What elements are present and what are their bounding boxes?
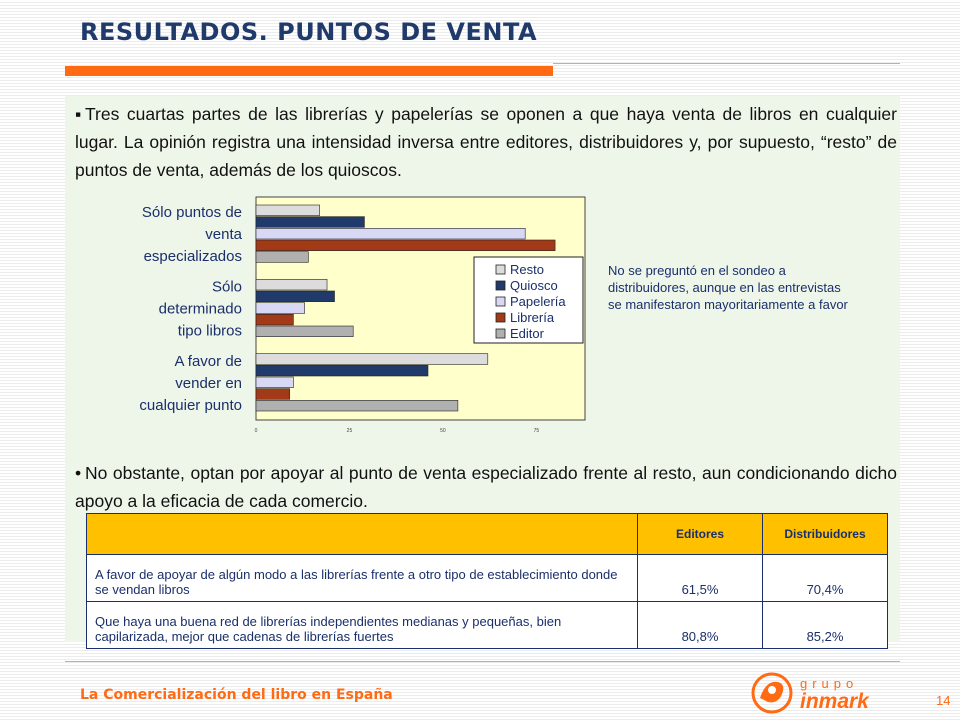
inmark-logo: grupo inmark — [751, 672, 870, 714]
logo-top-text: grupo — [800, 676, 858, 691]
page-number: 14 — [936, 693, 951, 708]
bar-editor — [255, 251, 309, 263]
bar-papelería — [255, 228, 526, 240]
bar-papelería — [255, 376, 294, 388]
bar-quiosco — [255, 365, 429, 377]
table-header-row: Editores Distribuidores — [86, 513, 888, 555]
bar-resto — [255, 279, 328, 291]
intro-text: Tres cuartas partes de las librerías y p… — [75, 104, 897, 180]
logo-icon — [751, 672, 793, 714]
chart-note: No se preguntó en el sondeo a distribuid… — [608, 263, 848, 312]
legend-label: Quiosco — [510, 278, 558, 293]
table-header-editores: Editores — [637, 513, 763, 555]
logo-bottom-text: inmark — [800, 690, 870, 713]
bar-librería — [255, 314, 294, 326]
legend-label: Resto — [510, 262, 544, 277]
conclusion-paragraph: • No obstante, optan por apoyar al punto … — [75, 459, 897, 515]
bullet-icon: • — [75, 463, 82, 483]
bullet-icon: ▪ — [75, 104, 82, 124]
title-divider — [553, 63, 900, 64]
legend-label: Librería — [510, 310, 555, 325]
table-cell-editores: 61,5% — [637, 554, 763, 602]
bar-librería — [255, 239, 556, 251]
table-cell-editores: 80,8% — [637, 601, 763, 649]
x-tick-label: 50 — [440, 428, 446, 434]
legend-swatch — [495, 280, 506, 291]
category-label: Sólo puntos de — [142, 204, 242, 221]
legend-label: Editor — [510, 326, 545, 341]
table-header-distribuidores: Distribuidores — [762, 513, 888, 555]
x-tick-label: 25 — [347, 428, 353, 434]
category-label: especializados — [144, 248, 242, 265]
category-label: A favor de — [174, 353, 242, 370]
bar-editor — [255, 325, 354, 337]
legend-box — [473, 256, 584, 344]
bar-librería — [255, 388, 290, 400]
results-table: Editores Distribuidores A favor de apoya… — [86, 513, 888, 649]
table-row: Que haya una buena red de librerías inde… — [86, 601, 888, 649]
conclusion-text: No obstante, optan por apoyar al punto d… — [75, 463, 897, 511]
bar-quiosco — [255, 290, 335, 302]
table-cell-label: Que haya una buena red de librerías inde… — [86, 601, 638, 649]
title-accent-bar — [65, 66, 553, 76]
bar-quiosco — [255, 216, 365, 228]
legend-swatch — [495, 312, 506, 323]
category-label: Sólo — [212, 279, 242, 296]
table-cell-distribuidores: 85,2% — [762, 601, 888, 649]
category-label: vender en — [175, 375, 242, 392]
legend-label: Papelería — [510, 294, 566, 309]
page-title: RESULTADOS. PUNTOS DE VENTA — [80, 18, 538, 46]
category-label: venta — [205, 226, 242, 243]
bar-papelería — [255, 302, 305, 314]
x-tick-label: 0 — [255, 428, 258, 434]
bar-resto — [255, 353, 489, 365]
table-header-empty — [86, 513, 638, 555]
category-label: tipo libros — [178, 323, 242, 340]
table-cell-distribuidores: 70,4% — [762, 554, 888, 602]
table-row: A favor de apoyar de algún modo a las li… — [86, 554, 888, 602]
bar-resto — [255, 204, 320, 216]
intro-paragraph: ▪ Tres cuartas partes de las librerías y … — [75, 100, 897, 184]
legend-swatch — [495, 264, 506, 275]
category-label: determinado — [159, 301, 242, 318]
x-tick-label: 75 — [534, 428, 540, 434]
table-cell-label: A favor de apoyar de algún modo a las li… — [86, 554, 638, 602]
category-label: cualquier punto — [139, 397, 242, 414]
bar-editor — [255, 400, 459, 412]
legend-swatch — [495, 328, 506, 339]
footer-divider — [65, 661, 900, 662]
legend-swatch — [495, 296, 506, 307]
footer-title: La Comercialización del libro en España — [80, 687, 393, 703]
